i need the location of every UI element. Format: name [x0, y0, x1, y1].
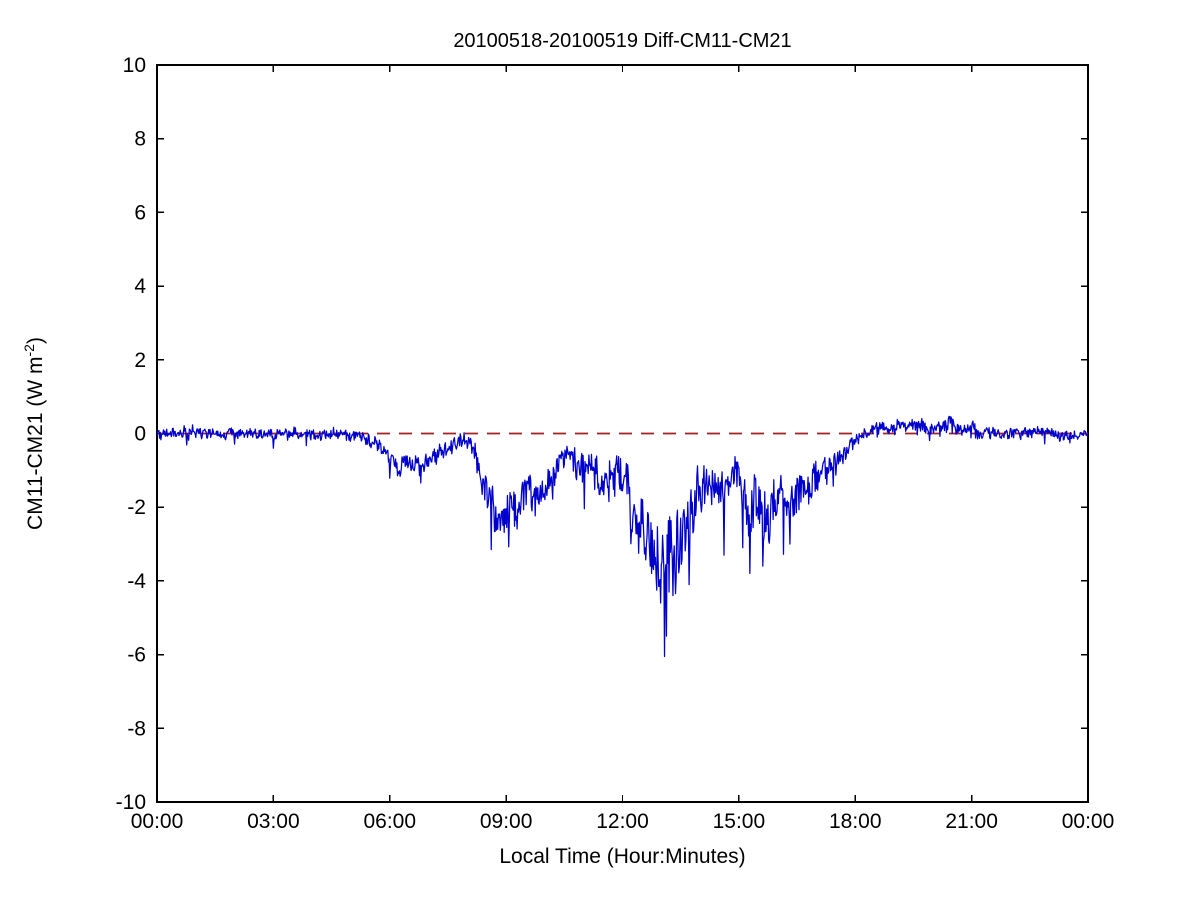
y-tick-label: 6	[134, 201, 146, 224]
data-series-line	[157, 415, 1088, 658]
x-tick-label: 09:00	[480, 810, 533, 833]
y-tick-label: 2	[134, 349, 146, 372]
y-tick-label: 4	[134, 275, 146, 298]
x-tick-label: 15:00	[713, 810, 766, 833]
y-tick-label: 10	[123, 54, 146, 77]
y-axis-label-suffix: )	[24, 337, 47, 344]
x-tick-label: 12:00	[596, 810, 649, 833]
y-tick-label: -2	[127, 496, 146, 519]
axis-box	[156, 64, 1089, 803]
y-tick-label: 0	[134, 423, 146, 446]
x-tick-label: 18:00	[829, 810, 882, 833]
y-axis-label: CM11-CM21 (W m-2)	[21, 337, 47, 530]
x-tick-label: 06:00	[363, 810, 416, 833]
x-tick-label: 03:00	[247, 810, 300, 833]
x-tick-label: 00:00	[1062, 810, 1115, 833]
y-tick-label: -4	[127, 570, 146, 593]
y-tick-label: -6	[127, 644, 146, 667]
y-tick-label: -8	[127, 717, 146, 740]
y-axis-label-main: CM11-CM21 (W m	[24, 357, 47, 530]
x-tick-label: 21:00	[945, 810, 998, 833]
x-tick-label: 00:00	[131, 810, 184, 833]
x-axis-label: Local Time (Hour:Minutes)	[499, 845, 745, 868]
y-tick-label: 8	[134, 128, 146, 151]
chart-title: 20100518-20100519 Diff-CM11-CM21	[453, 30, 791, 52]
y-tick-label: -10	[116, 791, 146, 814]
y-axis-label-exponent: -2	[21, 344, 37, 357]
